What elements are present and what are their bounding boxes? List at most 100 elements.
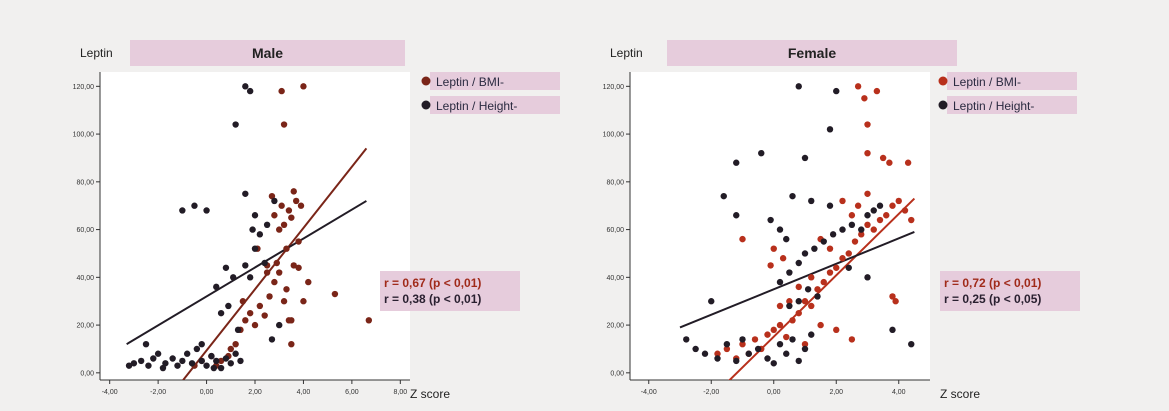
data-point-height — [770, 360, 777, 367]
y-tick-label: 80,00 — [76, 179, 94, 186]
data-point-height — [745, 350, 752, 357]
data-point-height — [213, 357, 220, 365]
data-point-height — [720, 192, 727, 200]
data-point-height — [786, 269, 793, 276]
data-point-height — [754, 345, 762, 353]
data-point-height — [764, 355, 771, 362]
y-tick-label: 40,00 — [76, 275, 94, 282]
data-point-bmi — [290, 188, 297, 195]
legend-band — [430, 72, 560, 90]
data-point-bmi — [739, 340, 746, 348]
legend-marker-height — [421, 100, 431, 110]
y-axis-label: Leptin — [610, 46, 643, 60]
data-point-bmi — [285, 207, 293, 214]
data-point-bmi — [854, 202, 862, 209]
x-tick-label: 8,00 — [394, 389, 408, 396]
data-point-height — [251, 245, 259, 252]
legend-label: Leptin / BMI- — [436, 75, 504, 89]
data-point-bmi — [817, 321, 824, 329]
y-tick-label: 0,00 — [610, 370, 624, 377]
data-point-height — [142, 340, 150, 348]
data-point-bmi — [714, 350, 721, 357]
data-point-height — [808, 331, 815, 338]
data-point-bmi — [854, 83, 862, 90]
data-point-bmi — [266, 293, 273, 300]
data-point-bmi — [848, 336, 856, 343]
data-point-bmi — [889, 293, 896, 300]
data-point-height — [733, 357, 740, 365]
data-point-height — [137, 357, 145, 365]
data-point-height — [783, 235, 790, 243]
data-point-height — [876, 202, 884, 209]
data-point-height — [232, 121, 239, 128]
data-point-height — [833, 87, 840, 95]
data-point-bmi — [801, 340, 809, 348]
data-point-height — [162, 360, 169, 367]
data-point-height — [232, 350, 239, 357]
data-point-height — [776, 278, 784, 286]
data-point-height — [208, 352, 215, 360]
data-point-height — [154, 350, 162, 357]
data-point-height — [889, 326, 896, 334]
data-point-bmi — [786, 298, 793, 305]
x-tick-label: -2,00 — [150, 389, 166, 396]
legend-label: Leptin / Height- — [436, 99, 517, 113]
data-point-height — [814, 293, 821, 300]
data-point-bmi — [879, 154, 887, 162]
data-point-bmi — [283, 286, 290, 293]
y-tick-label: 120,00 — [603, 84, 625, 91]
legend-marker-height — [938, 100, 948, 110]
data-point-height — [203, 207, 210, 214]
data-point-height — [261, 259, 268, 267]
data-point-height — [125, 362, 133, 369]
data-point-height — [786, 302, 793, 310]
data-point-height — [249, 226, 256, 233]
chart-title: Female — [788, 45, 836, 61]
data-point-bmi — [892, 298, 899, 305]
data-point-height — [795, 83, 802, 90]
data-point-bmi — [895, 197, 902, 205]
data-point-bmi — [826, 245, 834, 252]
data-point-height — [174, 362, 181, 369]
data-point-height — [179, 207, 186, 214]
data-point-bmi — [273, 259, 280, 267]
data-point-bmi — [789, 317, 796, 324]
data-point-height — [795, 357, 802, 365]
legend-marker-bmi — [938, 76, 948, 86]
plot-area — [100, 72, 410, 380]
data-point-bmi — [889, 202, 896, 209]
data-point-bmi — [232, 340, 239, 348]
female-chart-panel: Female Leptin 0,00 20,00 40,00 60,00 80,00 100,… — [590, 0, 1150, 411]
data-point-bmi — [295, 264, 302, 271]
data-point-height — [183, 350, 191, 357]
y-tick-label: 20,00 — [76, 323, 94, 330]
y-tick-label: 100,00 — [73, 132, 95, 139]
data-point-height — [870, 207, 877, 214]
data-point-height — [242, 262, 249, 269]
data-point-bmi — [864, 121, 871, 128]
y-tick-label: 120,00 — [73, 84, 95, 91]
y-tick-label: 40,00 — [606, 275, 624, 282]
data-point-bmi — [886, 159, 893, 166]
x-axis-label: Z score — [410, 387, 450, 401]
data-point-bmi — [883, 212, 890, 219]
data-point-bmi — [839, 255, 846, 262]
legend-label: Leptin / BMI- — [953, 75, 1021, 89]
data-point-height — [826, 126, 834, 133]
data-point-height — [858, 226, 865, 233]
title-band — [667, 40, 957, 66]
data-point-height — [203, 362, 210, 369]
x-tick-label: -4,00 — [641, 389, 657, 396]
data-point-bmi — [305, 278, 312, 286]
data-point-height — [839, 226, 846, 233]
data-point-bmi — [246, 309, 254, 317]
data-point-bmi — [280, 298, 288, 305]
data-point-height — [230, 274, 237, 281]
data-point-bmi — [801, 298, 809, 305]
data-point-bmi — [833, 264, 840, 271]
data-point-height — [723, 340, 731, 348]
x-tick-label: 2,00 — [829, 389, 843, 396]
x-tick-label: 0,00 — [767, 389, 781, 396]
x-tick-label: 4,00 — [297, 389, 311, 396]
data-point-bmi — [901, 207, 909, 214]
